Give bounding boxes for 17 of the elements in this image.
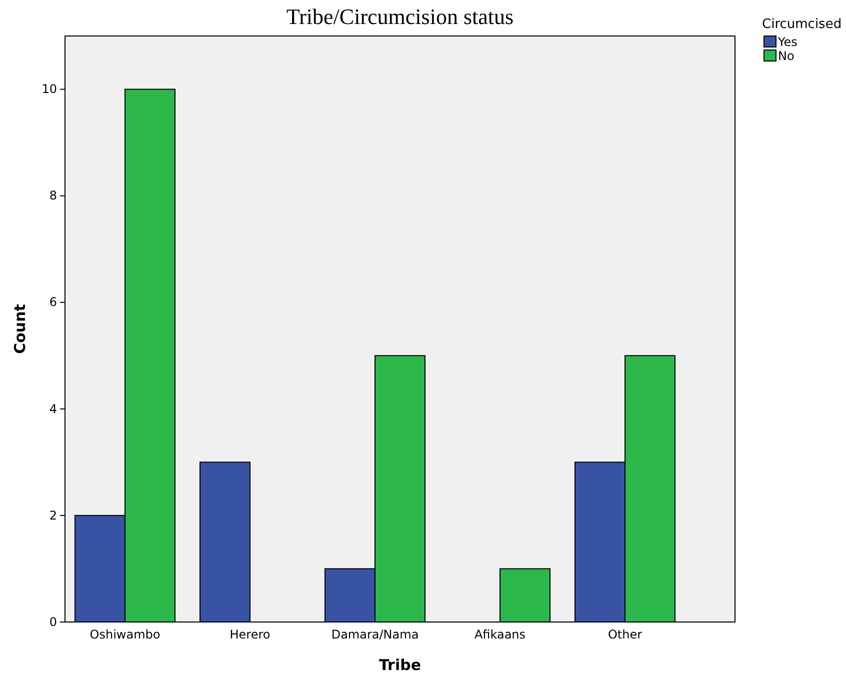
x-tick-label: Damara/Nama xyxy=(331,628,419,642)
y-tick-label: 2 xyxy=(49,508,57,522)
y-tick-label: 6 xyxy=(49,295,57,310)
y-tick-label: 8 xyxy=(49,188,57,203)
x-tick-label: Afikaans xyxy=(474,628,526,642)
y-axis-title: Count xyxy=(11,304,29,354)
x-axis-title: Tribe xyxy=(378,656,422,674)
x-tick-label: Oshiwambo xyxy=(90,628,160,642)
y-tick-label: 10 xyxy=(42,82,57,96)
legend-title: Circumcised xyxy=(762,17,842,32)
y-tick-label: 4 xyxy=(49,402,57,416)
x-tick-label: Herero xyxy=(230,628,270,642)
legend-label: No xyxy=(778,49,794,63)
legend-label: Yes xyxy=(777,35,798,49)
x-tick-label: Other xyxy=(608,628,642,642)
y-tick-label: 0 xyxy=(49,614,57,629)
chart-title: Tribe/Circumcision status xyxy=(286,4,514,29)
